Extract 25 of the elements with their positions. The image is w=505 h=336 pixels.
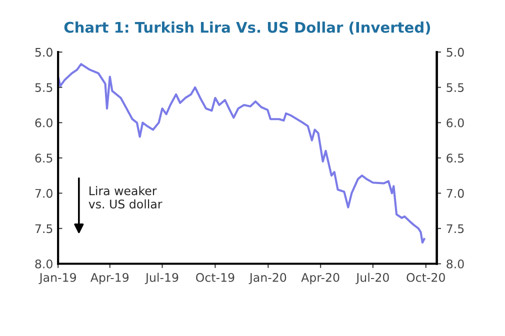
y-tick-label: 7.0 — [35, 188, 52, 198]
x-tick-label: Apr-20 — [301, 272, 340, 284]
x-tick-label: Oct-20 — [406, 272, 445, 282]
y-tick-label: 6.5 — [35, 154, 52, 163]
x-tick-label: Oct-19 — [196, 272, 234, 282]
x-tick-label: Jul-20 — [356, 272, 389, 284]
x-tick-label: Jul-19 — [144, 272, 178, 284]
line-series — [58, 63, 426, 244]
y-tick-label: 7.5 — [35, 224, 52, 234]
y-tick-label: 8.0 — [35, 259, 52, 268]
annotation: Lira weaker vs. US dollar — [88, 186, 162, 208]
y-tick-label: 6.0 — [35, 118, 52, 128]
chart-title: Chart 1: Turkish Lira Vs. US Dollar (Inverted) — [64, 22, 430, 35]
y2-tick-label: 5.0 — [446, 48, 464, 57]
y2-tick-label: 7.0 — [446, 188, 464, 198]
y-tick-label: 5.0 — [35, 48, 52, 57]
y-tick-label: 5.5 — [35, 83, 52, 92]
y2-tick-label: 8.0 — [446, 259, 464, 268]
y2-tick-label: 7.5 — [446, 224, 464, 234]
x-tick-label: Apr-19 — [90, 272, 129, 284]
y2-tick-label: 6.5 — [446, 154, 464, 163]
y2-tick-label: 5.5 — [446, 83, 464, 92]
x-tick-label: Jan-20 — [248, 272, 286, 284]
x-tick-label: Jan-19 — [38, 272, 76, 284]
y2-tick-label: 6.0 — [446, 118, 464, 128]
